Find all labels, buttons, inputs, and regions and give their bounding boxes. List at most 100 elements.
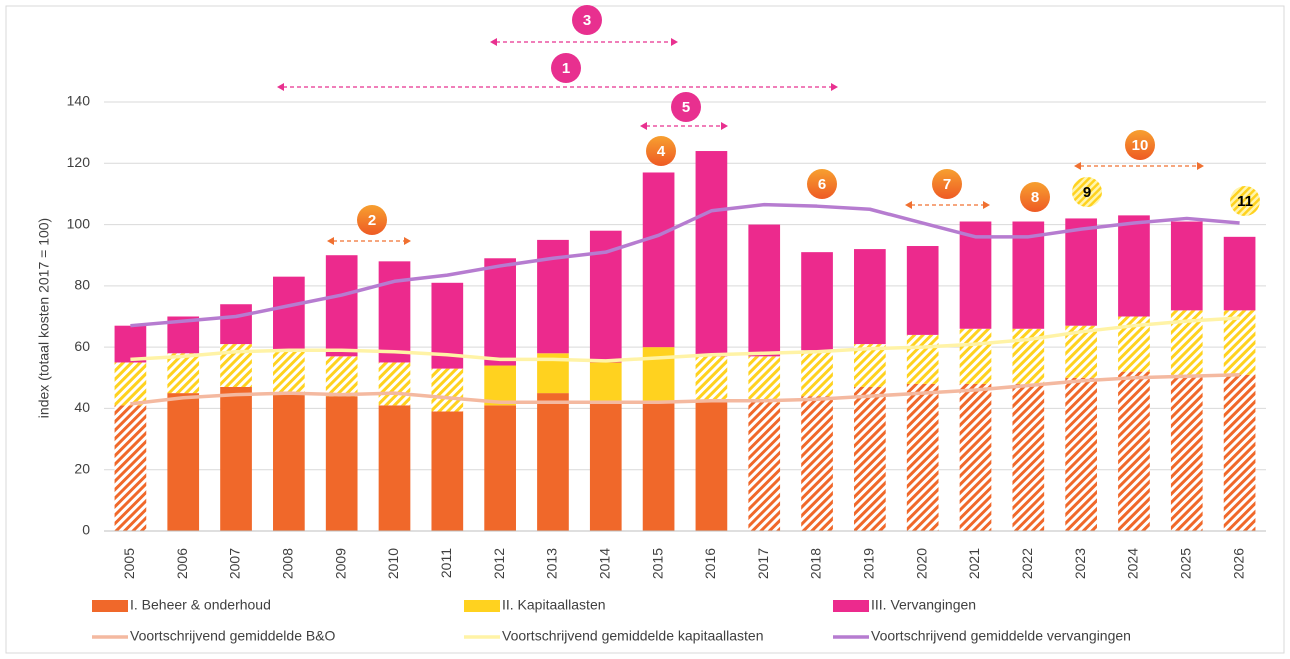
x-tick-label: 2008 xyxy=(280,548,296,579)
bar-segment xyxy=(1223,374,1256,531)
x-tick-label: 2020 xyxy=(913,548,929,579)
annotation-badge xyxy=(1020,182,1050,212)
x-tick-label: 2019 xyxy=(861,548,877,579)
bar-segment xyxy=(220,386,252,531)
x-tick-label: 2009 xyxy=(332,548,348,579)
legend-swatch xyxy=(833,600,869,612)
x-tick-label: 2013 xyxy=(544,548,560,579)
bar-segment xyxy=(537,393,569,531)
x-tick-label: 2007 xyxy=(227,548,243,579)
x-tick-label: 2016 xyxy=(702,548,718,579)
x-tick-label: 2018 xyxy=(808,548,824,579)
annotation-label: 1 xyxy=(562,60,570,77)
annotation-label: 9 xyxy=(1083,184,1091,201)
bar-segment xyxy=(801,252,833,351)
bar-segment xyxy=(748,224,781,357)
bar-segment xyxy=(167,393,200,531)
bar-segment xyxy=(1223,310,1256,375)
y-tick-label: 120 xyxy=(67,154,91,170)
x-tick-label: 2025 xyxy=(1177,548,1193,579)
bar-segment xyxy=(589,362,622,403)
bar-segment xyxy=(484,365,516,406)
annotation-label: 2 xyxy=(368,212,376,229)
y-tick-label: 20 xyxy=(74,460,90,476)
y-axis-label: index (totaal kosten 2017 = 100) xyxy=(36,218,52,418)
bar-segment xyxy=(642,347,675,403)
frame xyxy=(5,5,1285,654)
bar-segment xyxy=(642,402,675,531)
annotation-label: 4 xyxy=(657,143,666,160)
legend-label: II. Kapitaallasten xyxy=(502,597,606,613)
annotation-label: 11 xyxy=(1237,193,1253,210)
bar-segment xyxy=(1170,374,1203,531)
annotation-label: 5 xyxy=(682,99,690,116)
bar-segment xyxy=(1118,371,1150,531)
bar-segment xyxy=(854,386,886,531)
bar-segment xyxy=(484,405,516,531)
annotation-badge xyxy=(671,92,701,122)
bar-segment xyxy=(273,350,305,394)
bar-segment xyxy=(1012,221,1045,329)
bar-segment xyxy=(906,246,939,335)
x-tick-label: 2026 xyxy=(1230,548,1246,579)
bar-segment xyxy=(1012,383,1045,531)
legend-label: Voortschrijvend gemiddelde vervangingen xyxy=(871,628,1131,644)
x-tick-label: 2006 xyxy=(174,548,190,579)
annotation-badge xyxy=(1072,177,1102,207)
bar-segment xyxy=(959,328,992,384)
bar-segment xyxy=(854,249,886,345)
annotation-badge xyxy=(1230,186,1260,216)
bar-segment xyxy=(273,276,305,351)
legend-label: III. Vervangingen xyxy=(871,597,976,613)
bar-segment xyxy=(589,402,622,531)
line-series xyxy=(130,202,1240,328)
bar-segment xyxy=(273,393,305,531)
x-tick-label: 2011 xyxy=(438,548,454,578)
annotation-badge xyxy=(932,169,962,199)
bar-segment xyxy=(695,356,728,403)
bar-segment xyxy=(325,356,358,397)
bar-segment xyxy=(1118,215,1150,317)
bar-segment xyxy=(378,261,411,363)
annotation-label: 6 xyxy=(818,176,826,193)
annotation-label: 3 xyxy=(583,12,591,29)
bar-segment xyxy=(959,221,992,329)
x-tick-label: 2022 xyxy=(1019,548,1035,579)
y-tick-label: 140 xyxy=(67,93,91,109)
bar-segment xyxy=(114,362,147,406)
legend-swatch xyxy=(92,600,128,612)
bar-segment xyxy=(431,411,464,531)
bar-segment xyxy=(1170,221,1203,311)
bar-segment xyxy=(220,304,252,345)
x-tick-label: 2012 xyxy=(491,548,507,579)
bar-segment xyxy=(801,350,833,397)
bar-segment xyxy=(484,258,516,366)
bar-segment xyxy=(1065,218,1097,326)
x-tick-label: 2014 xyxy=(596,548,612,579)
bar-segment xyxy=(695,402,728,531)
bar-segment xyxy=(801,396,833,531)
x-tick-label: 2010 xyxy=(385,548,401,579)
bar-segment xyxy=(1223,236,1256,311)
y-tick-label: 80 xyxy=(74,277,90,293)
bar-segment xyxy=(378,362,411,406)
bar-segment xyxy=(114,405,147,531)
bar-segment xyxy=(906,334,939,384)
y-tick-label: 100 xyxy=(67,215,91,231)
annotation-badge xyxy=(357,205,387,235)
bar-segment xyxy=(325,396,358,531)
legend-label: Voortschrijvend gemiddelde B&O xyxy=(130,628,336,644)
annotation-label: 8 xyxy=(1031,189,1039,206)
bar-segment xyxy=(748,402,781,531)
bar-segment xyxy=(695,151,728,357)
line-series xyxy=(130,316,1240,363)
bar-segment xyxy=(378,405,411,531)
annotation-badge xyxy=(551,53,581,83)
x-tick-label: 2017 xyxy=(755,548,771,579)
y-tick-label: 0 xyxy=(82,522,90,538)
x-tick-label: 2021 xyxy=(966,548,982,579)
legend-swatch xyxy=(464,600,500,612)
y-tick-label: 40 xyxy=(74,399,90,415)
bar-segment xyxy=(431,368,464,412)
bar-segment xyxy=(167,353,200,394)
